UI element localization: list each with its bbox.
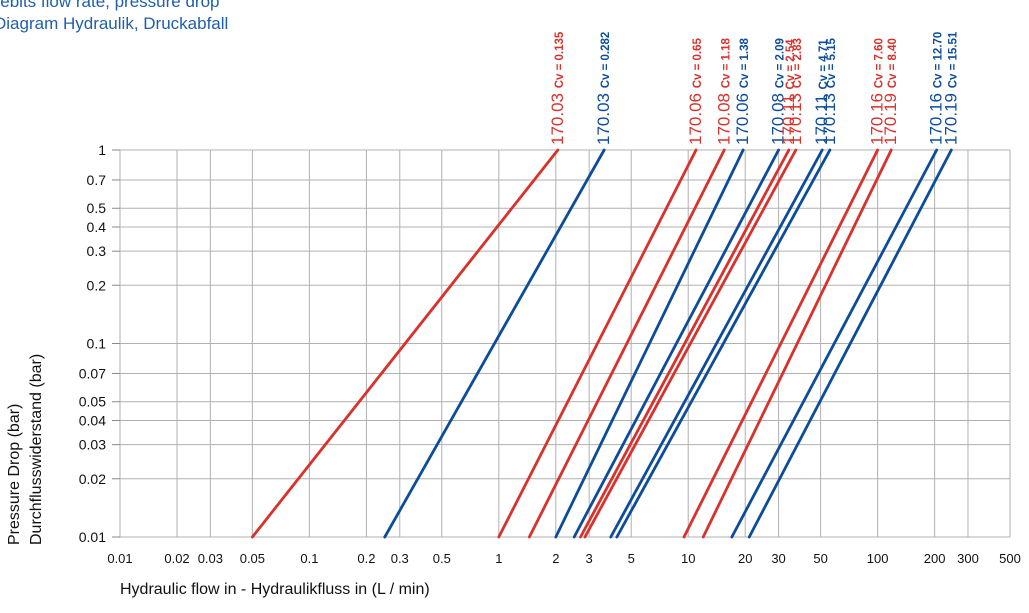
grid-lines [112, 149, 1011, 538]
y-tick-label: 0.4 [87, 219, 107, 235]
series-label: 170.19 Cv = 8.40 [881, 38, 900, 145]
series-line [730, 148, 939, 539]
series-line [579, 148, 791, 539]
series-labels: 170.03 Cv = 0.135 170.03 Cv = 0.282 170.06… [548, 31, 960, 145]
series-label: 170.16 Cv = 12.70 [927, 32, 946, 145]
y-tick-label: 0.01 [79, 529, 106, 545]
series-line [747, 148, 953, 539]
series-label-text: 170.13 Cv = 5.15 [820, 37, 839, 145]
x-tick-label: 200 [924, 551, 946, 566]
series-label: 170.03 Cv = 0.282 [594, 32, 613, 145]
series-line [554, 148, 745, 539]
y-tick-label: 0.7 [87, 172, 107, 188]
series-line [583, 148, 798, 539]
series-label-text: 170.06 Cv = 0.65 [686, 37, 705, 145]
x-tick-label: 0.3 [391, 551, 409, 566]
series-line [250, 148, 560, 539]
y-axis-label-line1: Pressure Drop (bar) [6, 403, 23, 545]
x-axis-label: Hydraulic flow in - Hydraulikfluss in (L… [120, 581, 430, 598]
series-label-text: 170.11 Cv = 4.71 [812, 39, 831, 145]
x-tick-label: 0.5 [433, 551, 451, 566]
y-tick-label: 0.02 [79, 471, 106, 487]
x-tick-label: 50 [813, 551, 827, 566]
series-label: 170.16 Cv = 7.60 [868, 38, 887, 145]
x-tick-label: 5 [628, 551, 635, 566]
y-tick-label: 0.05 [79, 394, 106, 410]
chart-title-line2: Diagram Hydraulik, Druckabfall [0, 14, 229, 33]
series-line [615, 148, 832, 539]
x-tick-label: 100 [867, 551, 889, 566]
series-line [609, 148, 824, 539]
x-tick-label: 0.05 [240, 551, 265, 566]
series-label: 170.11 Cv = 4.71 [812, 39, 831, 145]
series-line [527, 148, 726, 539]
x-tick-label: 10 [681, 551, 695, 566]
chart-title-line1: Débits flow rate, pressure drop [0, 0, 220, 11]
series-label-text: 170.08 Cv = 1.18 [714, 37, 733, 145]
series-label: 170.06 Cv = 1.38 [733, 37, 752, 145]
tick-labels: 0.01 0.02 0.03 0.05 0.1 0.2 0.3 0.5 1 2 3 5 10 20 30 50… [79, 142, 1021, 566]
series-line [701, 148, 893, 539]
y-tick-label: 0.5 [87, 200, 107, 216]
y-tick-label: 0.07 [79, 365, 106, 381]
x-tick-label: 0.2 [357, 551, 375, 566]
x-tick-label: 0.1 [300, 551, 318, 566]
x-tick-label: 2 [552, 551, 559, 566]
y-tick-label: 0.03 [79, 437, 106, 453]
series-label-text: 170.19 Cv = 8.40 [881, 38, 900, 145]
y-tick-label: 0.2 [87, 277, 107, 293]
series-label: 170.08 Cv = 2.09 [769, 38, 788, 145]
series-label: 170.11 Cv = 2.54 [779, 39, 798, 145]
series-label-text: 170.08 Cv = 2.09 [769, 38, 788, 145]
series-label-text: 170.16 Cv = 7.60 [868, 38, 887, 145]
y-tick-label: 0.1 [87, 336, 107, 352]
x-tick-label: 3 [586, 551, 593, 566]
series-label-text: 170.11 Cv = 2.54 [779, 39, 798, 145]
series-label: 170.13 Cv = 5.15 [820, 37, 839, 145]
series-label-text: 170.03 Cv = 0.135 [548, 31, 567, 145]
x-tick-label: 500 [999, 551, 1021, 566]
series-line [682, 148, 880, 539]
y-axis-label-line2: Durchflusswiderstand (bar) [28, 353, 45, 545]
y-tick-label: 0.04 [79, 413, 106, 429]
y-tick-label: 0.3 [87, 243, 107, 259]
series-label: 170.06 Cv = 0.65 [686, 37, 705, 145]
series-label-text: 170.16 Cv = 12.70 [927, 32, 946, 145]
x-tick-label: 1 [495, 551, 502, 566]
x-tick-label: 20 [738, 551, 752, 566]
series-line [497, 148, 698, 539]
series-label-text: 170.06 Cv = 1.38 [733, 37, 752, 145]
series-line [383, 148, 606, 539]
series-label: 170.08 Cv = 1.18 [714, 37, 733, 145]
series-label-text: 170.03 Cv = 0.282 [594, 32, 613, 145]
x-tick-label: 30 [771, 551, 785, 566]
x-tick-label: 0.02 [164, 551, 189, 566]
series-label: 170.19 Cv = 15.51 [941, 31, 960, 145]
x-tick-label: 300 [957, 551, 979, 566]
series-label: 170.03 Cv = 0.135 [548, 31, 567, 145]
y-tick-label: 1 [98, 142, 106, 158]
series-label: 170.13 Cv = 2.83 [786, 38, 805, 145]
series-lines [250, 148, 953, 539]
x-tick-label: 0.03 [198, 551, 223, 566]
series-line [572, 148, 780, 539]
series-label-text: 170.13 Cv = 2.83 [786, 38, 805, 145]
series-label-text: 170.19 Cv = 15.51 [941, 31, 960, 145]
x-tick-label: 0.01 [107, 551, 132, 566]
